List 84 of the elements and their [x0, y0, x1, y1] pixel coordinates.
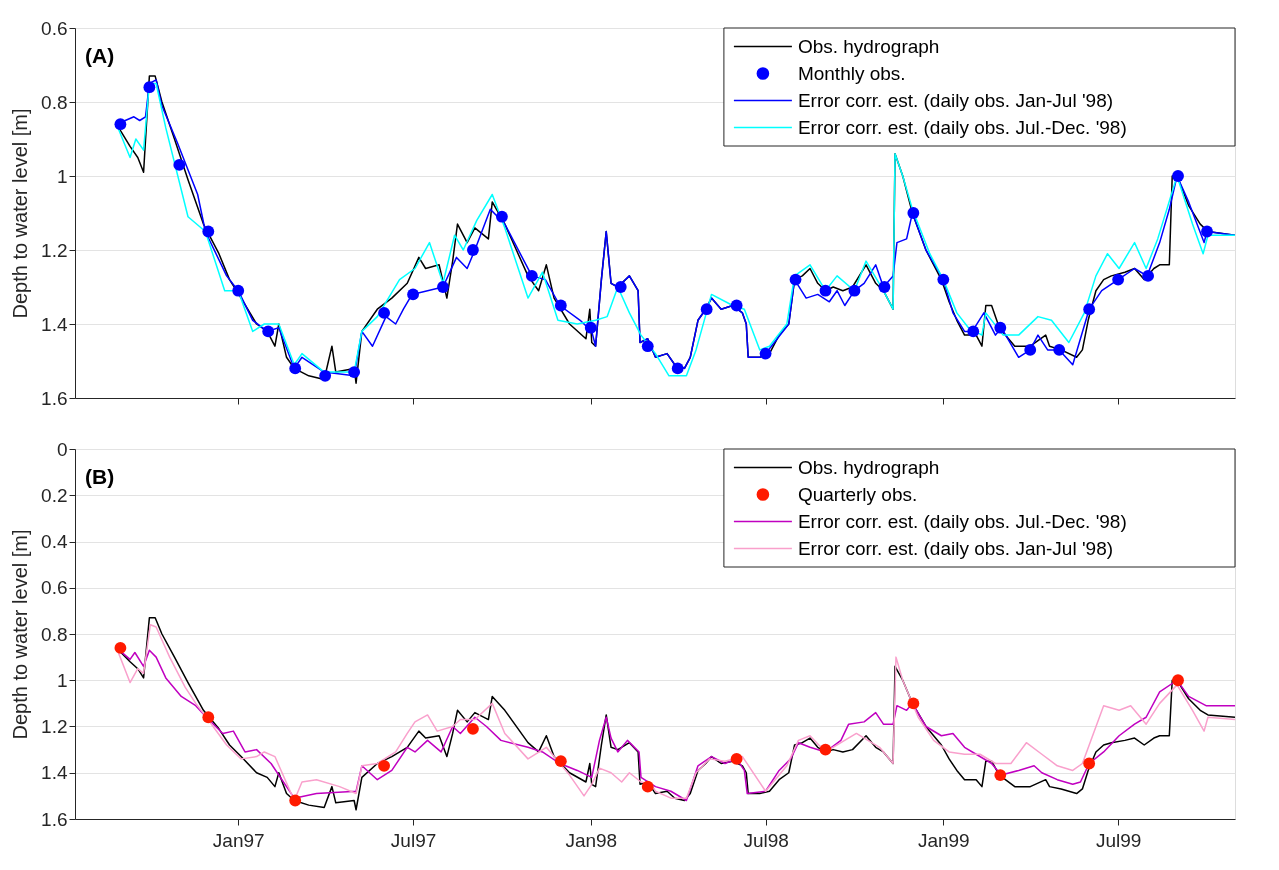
point	[1024, 344, 1037, 356]
point	[1172, 674, 1184, 687]
point	[202, 711, 215, 724]
point	[262, 325, 275, 338]
point	[437, 281, 449, 293]
point	[819, 284, 832, 297]
x-tick-label: Jul99	[1095, 829, 1142, 851]
point	[554, 755, 567, 768]
legend-label: Obs. hydrograph	[797, 456, 940, 478]
point	[907, 207, 920, 219]
point	[937, 273, 950, 286]
y-axis-title: Depth to water level [m]	[9, 108, 32, 319]
legend-label: Quarterly obs.	[797, 483, 918, 505]
point	[289, 794, 302, 807]
point	[907, 697, 920, 710]
x-tick-label: Jul97	[390, 829, 437, 851]
y-tick-label: 0	[56, 438, 68, 460]
y-tick-label: 1	[56, 165, 68, 187]
y-tick-label: 0.6	[41, 17, 68, 39]
point	[641, 340, 654, 353]
point	[202, 225, 215, 238]
y-tick-label: 0.8	[41, 623, 68, 645]
point	[554, 299, 567, 312]
y-tick-label: 0.6	[41, 577, 68, 599]
point	[114, 118, 127, 131]
point	[1142, 270, 1154, 282]
y-tick-label: 1.4	[41, 762, 68, 784]
point	[378, 759, 390, 772]
point	[1083, 303, 1096, 316]
legend-label: Monthly obs.	[797, 62, 906, 84]
point	[730, 752, 743, 765]
point	[1053, 344, 1066, 356]
point	[378, 307, 390, 319]
point	[495, 210, 508, 223]
text: (B)	[85, 465, 115, 488]
legend-label: Error corr. est. (daily obs. Jul.-Dec. '98)	[797, 116, 1127, 138]
point	[994, 321, 1007, 334]
point	[700, 303, 713, 316]
y-axis-title: Depth to water level [m]	[9, 529, 32, 740]
point	[1172, 170, 1184, 182]
point	[730, 299, 743, 312]
point	[232, 284, 245, 297]
point	[173, 159, 186, 171]
point	[759, 347, 772, 360]
y-tick-label: 0.4	[41, 531, 68, 552]
legend-label: Error corr. est. (daily obs. Jan-Jul '98)	[797, 537, 1114, 559]
point	[819, 743, 832, 756]
legend-label: Obs. hydrograph	[797, 35, 940, 57]
point	[967, 325, 980, 338]
point	[641, 780, 654, 793]
y-tick-label: 1.6	[41, 387, 68, 409]
point	[614, 281, 627, 293]
point	[584, 321, 597, 334]
point	[348, 366, 361, 378]
point	[789, 273, 802, 286]
x-tick-label: Jan98	[565, 829, 618, 851]
point	[467, 722, 479, 735]
y-tick-label: 0.2	[41, 484, 68, 506]
point	[994, 769, 1007, 781]
point	[407, 288, 419, 301]
y-tick-label: 0.8	[41, 91, 68, 113]
point	[878, 281, 891, 293]
x-tick-label: Jan99	[917, 829, 970, 851]
text: (A)	[85, 44, 115, 67]
y-tick-label: 1	[56, 669, 68, 691]
point	[671, 362, 684, 375]
point	[289, 362, 302, 375]
point	[848, 284, 861, 297]
point	[467, 244, 479, 256]
point	[114, 641, 127, 654]
point	[143, 81, 156, 94]
legend-label: Error corr. est. (daily obs. Jan-Jul '98)	[797, 89, 1114, 111]
point	[1201, 225, 1213, 238]
y-tick-label: 1.2	[41, 239, 68, 261]
legend-label: Error corr. est. (daily obs. Jul.-Dec. '98)	[797, 510, 1127, 532]
point	[1112, 273, 1125, 286]
x-tick-label: Jul98	[743, 829, 789, 851]
y-tick-label: 1.2	[41, 716, 68, 737]
y-tick-label: 1.6	[41, 808, 68, 830]
point	[1083, 757, 1096, 770]
y-tick-label: 1.4	[41, 313, 68, 335]
point	[319, 369, 332, 382]
point	[525, 270, 538, 282]
x-tick-label: Jan97	[212, 829, 265, 851]
